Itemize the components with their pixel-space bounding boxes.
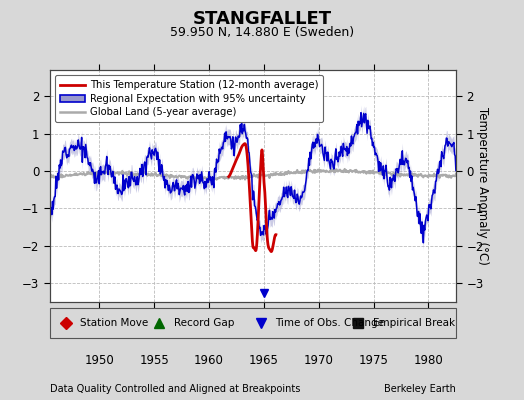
Text: Record Gap: Record Gap [173,318,234,328]
Text: Station Move: Station Move [80,318,148,328]
Text: 1965: 1965 [249,354,279,367]
Text: STANGFALLET: STANGFALLET [192,10,332,28]
Text: 1955: 1955 [139,354,169,367]
Text: 1960: 1960 [194,354,224,367]
Text: Time of Obs. Change: Time of Obs. Change [275,318,384,328]
Text: 1980: 1980 [413,354,443,367]
Text: Data Quality Controlled and Aligned at Breakpoints: Data Quality Controlled and Aligned at B… [50,384,300,394]
Text: 1975: 1975 [358,354,388,367]
Text: Empirical Break: Empirical Break [373,318,455,328]
Text: 59.950 N, 14.880 E (Sweden): 59.950 N, 14.880 E (Sweden) [170,26,354,39]
Text: Berkeley Earth: Berkeley Earth [384,384,456,394]
Legend: This Temperature Station (12-month average), Regional Expectation with 95% uncer: This Temperature Station (12-month avera… [55,75,323,122]
Y-axis label: Temperature Anomaly (°C): Temperature Anomaly (°C) [476,107,489,265]
Text: 1970: 1970 [304,354,334,367]
Text: 1950: 1950 [84,354,114,367]
